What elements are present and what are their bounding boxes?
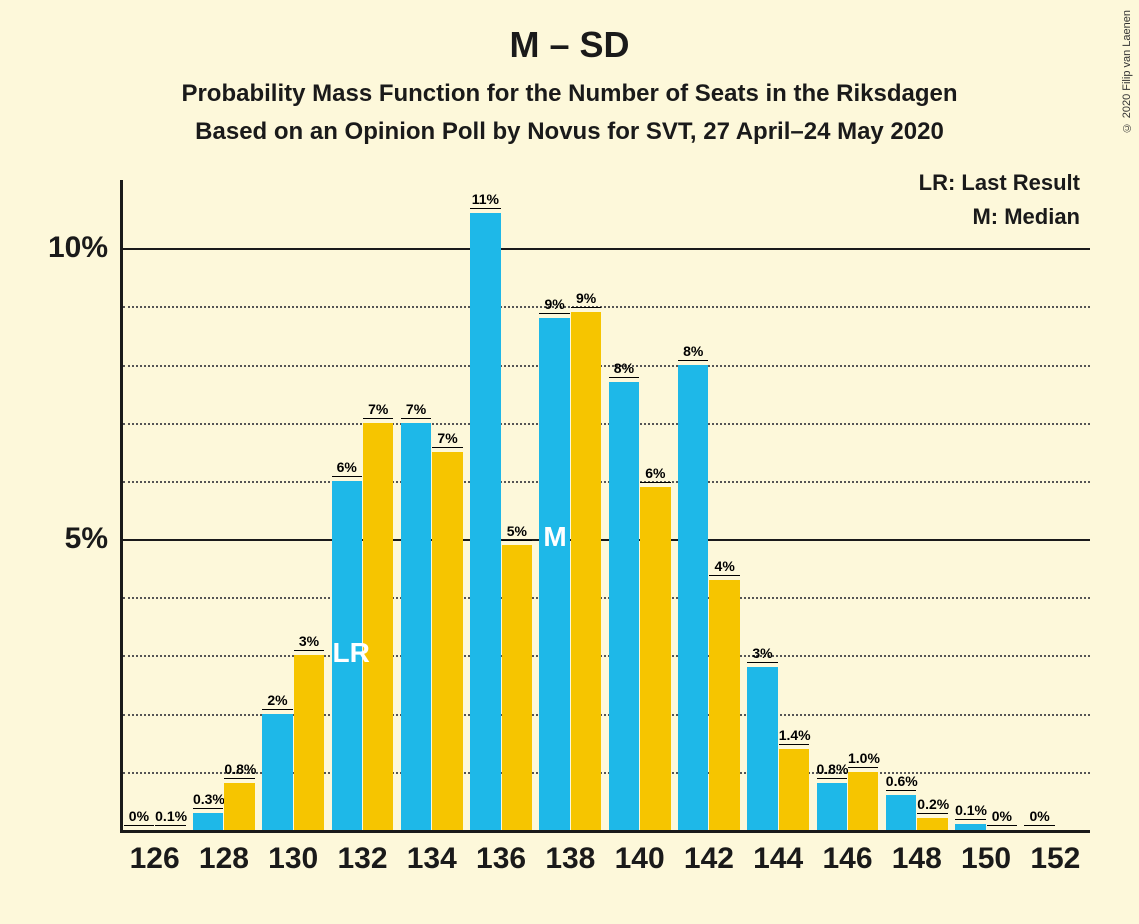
y-axis — [120, 180, 123, 830]
x-tick-label: 138 — [536, 842, 605, 876]
bar-label-yellow: 0.8% — [224, 761, 254, 779]
bar-label-blue: 6% — [332, 459, 362, 477]
x-tick-label: 134 — [397, 842, 466, 876]
bar-label-blue: 0% — [1024, 808, 1054, 826]
bar-yellow — [917, 818, 947, 830]
bar-blue — [747, 667, 777, 830]
copyright-text: © 2020 Filip van Laenen — [1121, 10, 1133, 133]
bar-label-blue: 2% — [262, 692, 292, 710]
x-tick-label: 132 — [328, 842, 397, 876]
bar-label-blue: 0.8% — [817, 761, 847, 779]
bar-yellow — [848, 772, 878, 830]
bar-yellow — [709, 580, 739, 830]
chart-subtitle-2: Based on an Opinion Poll by Novus for SV… — [0, 118, 1139, 146]
bar-label-yellow: 0.1% — [155, 808, 185, 826]
bar-yellow — [363, 423, 393, 830]
bar-label-yellow: 0% — [987, 808, 1017, 826]
bar-label-yellow: 1.0% — [848, 750, 878, 768]
bar-label-blue: 8% — [609, 360, 639, 378]
bar-blue — [193, 813, 223, 830]
bar-label-blue: 0.1% — [955, 802, 985, 820]
bar-label-yellow: 6% — [640, 465, 670, 483]
grid-minor — [123, 306, 1090, 308]
bar-blue — [817, 783, 847, 830]
bar-yellow — [224, 783, 254, 830]
bar-yellow — [571, 312, 601, 830]
bar-blue — [539, 318, 569, 830]
bar-label-blue: 0.6% — [886, 773, 916, 791]
grid-minor — [123, 655, 1090, 657]
bar-blue — [955, 824, 985, 830]
bar-label-blue: 0.3% — [193, 791, 223, 809]
bar-blue — [262, 714, 292, 830]
x-tick-label: 150 — [951, 842, 1020, 876]
bar-blue — [609, 382, 639, 830]
bar-label-yellow: 0.2% — [917, 796, 947, 814]
chart-plot-area: 5%10%LR: Last ResultM: Median0%0.1%0.3%0… — [120, 190, 1090, 830]
x-tick-label: 152 — [1021, 842, 1090, 876]
bar-label-yellow: 7% — [363, 401, 393, 419]
bar-blue — [678, 365, 708, 830]
bar-label-yellow: 3% — [294, 633, 324, 651]
x-tick-label: 128 — [189, 842, 258, 876]
x-tick-label: 126 — [120, 842, 189, 876]
bar-yellow — [640, 487, 670, 830]
grid-major — [123, 539, 1090, 541]
y-tick-label: 10% — [48, 231, 108, 265]
x-tick-label: 148 — [882, 842, 951, 876]
x-tick-label: 136 — [466, 842, 535, 876]
bar-label-blue: 3% — [747, 645, 777, 663]
x-tick-label: 146 — [813, 842, 882, 876]
x-axis — [120, 830, 1090, 833]
x-tick-label: 144 — [744, 842, 813, 876]
bar-yellow — [432, 452, 462, 830]
bar-yellow — [502, 545, 532, 830]
bar-label-yellow: 5% — [502, 523, 532, 541]
bar-label-yellow: 4% — [709, 558, 739, 576]
grid-minor — [123, 597, 1090, 599]
bar-blue — [470, 213, 500, 830]
bar-label-blue: 8% — [678, 343, 708, 361]
grid-minor — [123, 481, 1090, 483]
bar-yellow — [294, 655, 324, 830]
y-tick-label: 5% — [65, 522, 108, 556]
grid-minor — [123, 365, 1090, 367]
bar-label-blue: 11% — [470, 191, 500, 209]
x-tick-label: 142 — [674, 842, 743, 876]
bar-label-yellow: 7% — [432, 430, 462, 448]
bar-label-yellow: 1.4% — [779, 727, 809, 745]
grid-major — [123, 248, 1090, 250]
marker-last-result: LR — [333, 637, 370, 669]
bar-blue — [401, 423, 431, 830]
marker-median: M — [543, 521, 566, 553]
legend-median: M: Median — [972, 204, 1080, 230]
bar-label-yellow: 9% — [571, 290, 601, 308]
legend-last-result: LR: Last Result — [919, 170, 1080, 196]
bar-label-blue: 7% — [401, 401, 431, 419]
x-tick-label: 140 — [605, 842, 674, 876]
bar-label-blue: 9% — [539, 296, 569, 314]
bar-blue — [886, 795, 916, 830]
grid-minor — [123, 423, 1090, 425]
bar-label-blue: 0% — [124, 808, 154, 826]
x-tick-label: 130 — [259, 842, 328, 876]
bar-yellow — [779, 749, 809, 830]
chart-subtitle-1: Probability Mass Function for the Number… — [0, 80, 1139, 108]
chart-title: M – SD — [0, 24, 1139, 66]
